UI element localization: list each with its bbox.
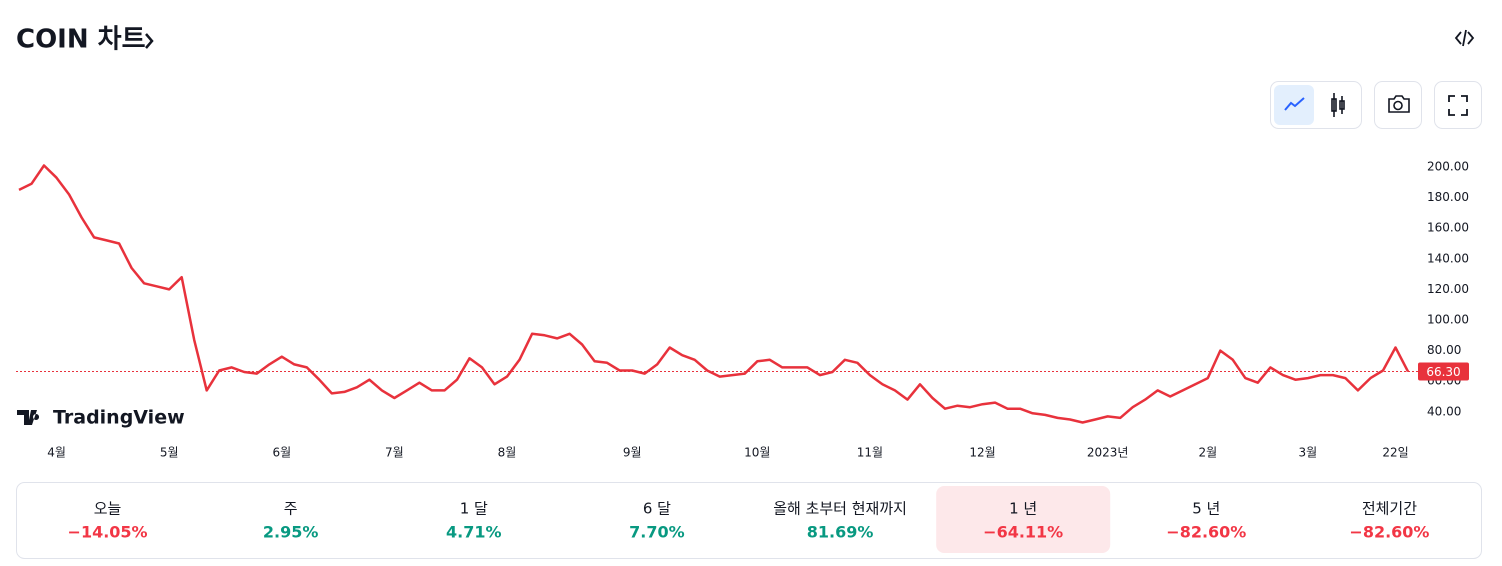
chart-title: COIN 차트	[16, 25, 146, 55]
x-tick-label: 3월	[1299, 446, 1318, 460]
period-label: 주	[284, 500, 298, 518]
fullscreen-button[interactable]	[1434, 81, 1482, 129]
screenshot-button[interactable]	[1374, 81, 1422, 129]
y-tick-label: 200.00	[1427, 160, 1469, 174]
x-tick-label: 6월	[272, 446, 291, 460]
line-icon	[1284, 97, 1305, 111]
camera-lens	[1393, 100, 1403, 111]
y-tick-label: 180.00	[1427, 190, 1469, 204]
camera-icon	[1388, 95, 1410, 113]
period-value: −82.60%	[1349, 523, 1429, 542]
periods-panel	[16, 482, 1482, 559]
fullscreen-icon	[1448, 95, 1468, 116]
x-tick-label: 2023년	[1087, 446, 1129, 460]
period-value: 2.95%	[263, 523, 319, 542]
x-tick-label: 8월	[498, 446, 517, 460]
period-value: −82.60%	[1166, 523, 1246, 542]
period-value: 81.69%	[807, 523, 874, 542]
y-tick-label: 80.00	[1427, 343, 1461, 357]
period-label: 오늘	[94, 500, 122, 518]
x-tick-label: 9월	[623, 446, 642, 460]
last-price-badge	[1418, 362, 1469, 381]
period-label: 1 달	[460, 500, 488, 518]
x-tick-label: 11월	[857, 446, 883, 460]
period-label: 올해 초부터 현재까지	[773, 500, 907, 518]
x-tick-label: 22일	[1382, 446, 1408, 460]
period-label: 5 년	[1192, 500, 1220, 518]
period-value: 4.71%	[446, 523, 502, 542]
x-tick-label: 4월	[47, 446, 66, 460]
price-line	[18, 164, 1410, 424]
embed-icon[interactable]	[1454, 29, 1475, 47]
y-tick-label: 160.00	[1427, 221, 1469, 235]
x-tick-label: 2월	[1198, 446, 1217, 460]
x-tick-label: 5월	[160, 446, 179, 460]
y-tick-label: 140.00	[1427, 251, 1469, 265]
candle-button[interactable]	[1331, 93, 1345, 117]
x-tick-label: 10월	[744, 446, 770, 460]
period-label: 6 달	[643, 500, 671, 518]
period-label: 1 년	[1009, 500, 1037, 518]
x-tick-label: 7월	[385, 446, 404, 460]
period-value: −64.11%	[983, 523, 1063, 542]
period-value: 7.70%	[629, 523, 685, 542]
last-price-label: 66.30	[1426, 365, 1460, 379]
brand-logo	[17, 410, 40, 425]
x-tick-label: 12월	[969, 446, 995, 460]
title-chevron[interactable]	[145, 33, 154, 49]
y-tick-label: 100.00	[1427, 313, 1469, 327]
period-selected	[936, 486, 1111, 553]
period-label: 전체기간	[1362, 500, 1417, 518]
y-tick-label: 40.00	[1427, 404, 1461, 418]
period-value: −14.05%	[68, 523, 148, 542]
y-tick-label: 120.00	[1427, 282, 1469, 296]
brand-name: TradingView	[53, 407, 185, 429]
